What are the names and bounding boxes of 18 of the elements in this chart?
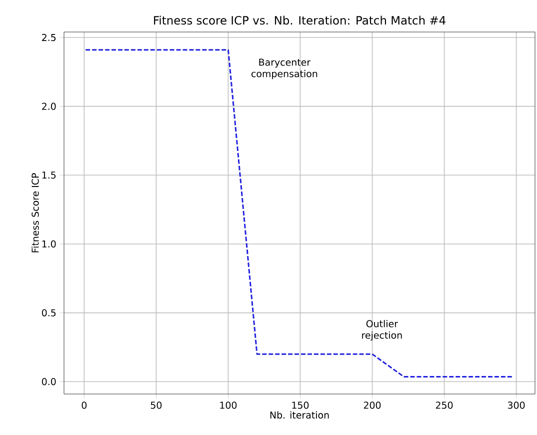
y-tick-label: 2.0: [42, 102, 56, 110]
annotation: Barycenter compensation: [251, 58, 318, 80]
y-tick-label: 2.5: [42, 34, 56, 42]
y-tick-label: 0.0: [42, 378, 56, 386]
y-tick-label: 0.5: [42, 309, 56, 316]
x-tick-label: 50: [150, 402, 162, 409]
x-tick-label: 300: [508, 402, 525, 409]
x-tick-label: 250: [436, 402, 453, 409]
x-tick-label: 0: [82, 402, 87, 409]
y-tick-label: 1.0: [42, 240, 56, 248]
annotation: Outlier rejection: [362, 320, 402, 341]
x-tick-label: 100: [220, 402, 237, 409]
chart-title: Fitness score ICP vs. Nb. Iteration: Patch Match #4: [154, 16, 446, 25]
y-axis-title: Fitness Score ICP: [32, 173, 39, 252]
y-tick-label: 1.5: [42, 172, 56, 179]
x-tick-label: 150: [292, 402, 309, 409]
x-tick-label: 200: [364, 402, 381, 409]
x-axis-title: Nb. iteration: [270, 411, 329, 419]
